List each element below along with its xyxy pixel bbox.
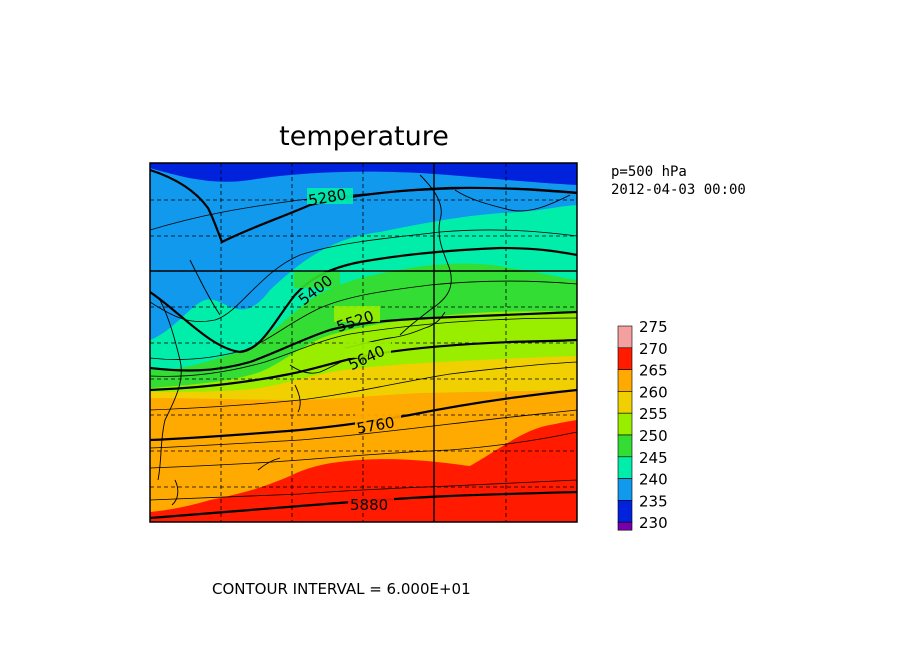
contour-interval-text: CONTOUR INTERVAL = 6.000E+01 [212, 580, 471, 598]
legend-swatch-230 [617, 521, 633, 531]
legend-swatch-245 [617, 456, 633, 479]
datetime-label: 2012-04-03 00:00 [611, 182, 746, 198]
legend-label-255: 255 [639, 405, 668, 423]
map-title: temperature [279, 121, 449, 152]
legend-label-240: 240 [639, 471, 668, 489]
legend-swatch-260 [617, 391, 633, 414]
coastlines [157, 174, 571, 506]
legend-label-275: 275 [639, 318, 668, 336]
map-panel: 5280 5400 5520 5640 5760 5880 [150, 163, 577, 522]
legend-swatch-265 [617, 369, 633, 392]
legend-label-260: 260 [639, 383, 668, 401]
legend-swatch-255 [617, 412, 633, 436]
color-legend: 275 270 265 260 255 250 245 240 235 230 [617, 318, 668, 532]
map-frame [149, 162, 578, 523]
legend-label-250: 250 [639, 427, 668, 445]
legend-swatch-275 [617, 325, 633, 349]
band-235-240 [150, 163, 577, 185]
contour-label-5880: 5880 [350, 496, 388, 514]
legend-label-265: 265 [639, 362, 668, 380]
pressure-level-label: p=500 hPa [611, 164, 687, 180]
legend-label-230: 230 [639, 514, 668, 532]
legend-swatch-250 [617, 434, 633, 458]
legend-swatch-235 [617, 500, 633, 523]
legend-swatch-240 [617, 478, 633, 501]
legend-label-235: 235 [639, 492, 668, 510]
band-270-275 [150, 420, 577, 522]
legend-label-245: 245 [639, 449, 668, 467]
major-grid [150, 163, 577, 522]
legend-swatch-270 [617, 347, 633, 370]
legend-label-270: 270 [639, 340, 668, 358]
